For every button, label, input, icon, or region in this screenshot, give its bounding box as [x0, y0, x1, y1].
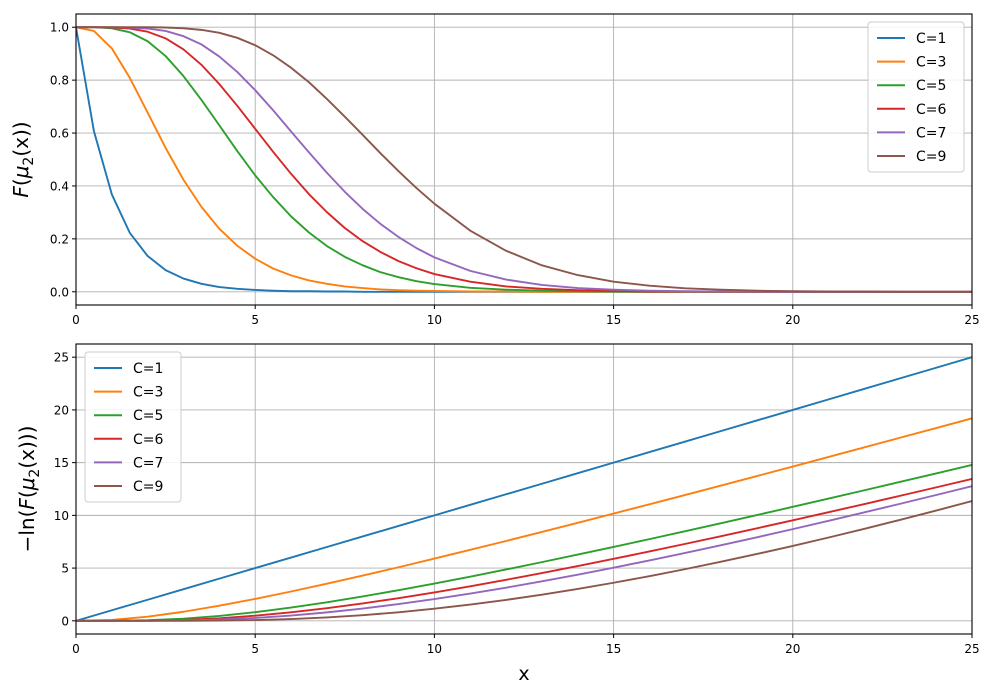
x-tick-label: 5 [251, 642, 259, 656]
x-tick-label: 0 [72, 313, 80, 327]
series-group [76, 26, 972, 293]
series-line-C1 [76, 356, 972, 622]
x-tick-label: 25 [964, 642, 979, 656]
grid [75, 14, 973, 305]
x-axis-label: x [518, 663, 529, 685]
series-line-C6 [76, 26, 972, 293]
series-line-C5 [76, 26, 972, 293]
legend-label: C=3 [133, 385, 163, 401]
series-line-C6 [76, 478, 972, 622]
series-line-C9 [76, 26, 972, 293]
y-axis-label: F(μ2(x)) [9, 121, 37, 197]
y-axis-label: −ln(F(μ2(x))) [15, 426, 43, 553]
legend-label: C=7 [916, 125, 946, 141]
x-tick-label: 0 [72, 642, 80, 656]
series-line-C5 [76, 463, 972, 622]
x-tick-label: 10 [427, 642, 442, 656]
x-ticks: 0 5 10 15 20 25 [72, 634, 980, 656]
legend: C=1 C=3 C=5 C=6 C=7 C=9 [867, 21, 965, 173]
y-tick-label: 20 [54, 403, 69, 417]
series-line-C9 [76, 500, 972, 622]
y-tick-label: 0.8 [50, 74, 69, 88]
y-tick-label: 0.2 [50, 232, 69, 246]
series-line-C7 [76, 485, 972, 622]
y-tick-label: 1.0 [50, 21, 69, 35]
y-tick-label: 0.4 [50, 179, 69, 193]
x-tick-label: 15 [606, 313, 621, 327]
legend-label: C=7 [133, 455, 163, 471]
legend-label: C=6 [916, 102, 947, 118]
legend-box [867, 21, 965, 173]
y-tick-label: 25 [54, 351, 69, 365]
chart-panel-1: 0 5 10 15 20 250.00.20.40.60.81.0F(μ2(x))C=1C… [9, 13, 980, 327]
legend-label: C=5 [916, 78, 946, 94]
y-ticks: 0.0 0.2 0.4 0.6 0.8 1.0 [50, 21, 76, 299]
x-ticks: 0 5 10 15 20 25 [72, 305, 980, 327]
y-tick-label: 0 [61, 614, 69, 628]
x-tick-label: 20 [785, 313, 800, 327]
x-tick-label: 15 [606, 642, 621, 656]
x-tick-label: 20 [785, 642, 800, 656]
x-tick-label: 25 [964, 313, 979, 327]
y-tick-label: 5 [61, 562, 69, 576]
series-line-C3 [76, 417, 972, 622]
series-line-C3 [76, 26, 972, 293]
y-tick-label: 0.0 [50, 285, 69, 299]
legend-label: C=5 [133, 408, 163, 424]
x-tick-label: 10 [427, 313, 442, 327]
series-group [76, 356, 972, 622]
y-tick-label: 15 [54, 456, 69, 470]
axes-frame [75, 13, 973, 306]
chart-panel-2: 0 5 10 15 20 25 0 5 10 15 20 25 −ln(F(μ2(x))) x C=1 C=3… [15, 343, 980, 685]
legend-box [84, 351, 182, 503]
y-ticks: 0 5 10 15 20 25 [54, 351, 76, 628]
axes-frame [75, 343, 973, 635]
x-tick-label: 5 [251, 313, 259, 327]
legend-label: C=6 [133, 432, 164, 448]
legend-label: C=3 [916, 55, 946, 71]
legend-label: C=9 [916, 149, 946, 165]
y-tick-label: 0.6 [50, 127, 69, 141]
series-line-C1 [76, 26, 972, 293]
legend: C=1 C=3 C=5 C=6 C=7 C=9 [84, 351, 182, 503]
y-tick-label: 10 [54, 509, 69, 523]
legend-label: C=1 [916, 31, 946, 47]
legend-label: C=1 [133, 361, 163, 377]
legend-label: C=9 [133, 479, 163, 495]
series-line-C7 [76, 26, 972, 293]
